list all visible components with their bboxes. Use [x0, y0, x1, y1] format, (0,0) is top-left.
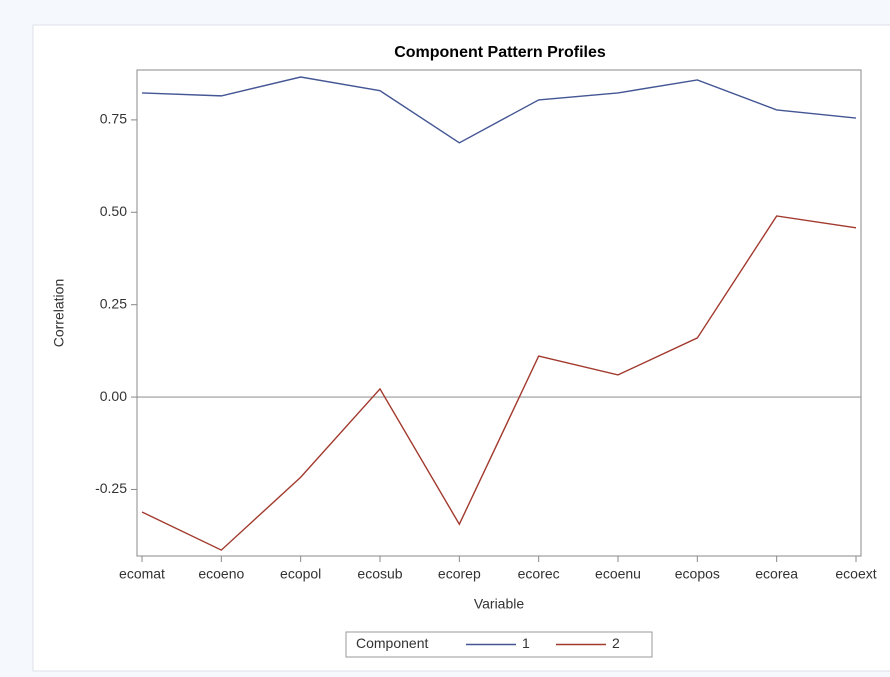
y-axis-label: Correlation — [51, 279, 67, 347]
panel — [32, 24, 890, 672]
x-axis-label: Variable — [474, 596, 525, 612]
x-tick-label: ecorec — [518, 566, 560, 582]
y-tick-label: 0.50 — [100, 203, 127, 219]
x-tick-label: ecomat — [119, 566, 165, 582]
legend-label: 2 — [612, 635, 620, 651]
legend-title: Component — [356, 635, 428, 651]
series-line — [141, 215, 857, 551]
x-tick-label: ecopos — [675, 566, 720, 582]
y-tick-label: 0.00 — [100, 388, 127, 404]
x-tick-label: ecorep — [438, 566, 481, 582]
chart-title: Component Pattern Profiles — [394, 44, 606, 61]
x-tick-label: ecoenu — [595, 566, 641, 582]
series-line — [141, 76, 857, 144]
x-tick-label: ecopol — [280, 566, 321, 582]
x-tick-label: ecoext — [835, 566, 876, 582]
x-tick-label: ecorea — [755, 566, 798, 582]
y-tick-label: 0.75 — [100, 111, 127, 127]
x-tick-label: ecoeno — [198, 566, 244, 582]
plot-frame — [136, 69, 862, 557]
y-tick-label: -0.25 — [95, 480, 127, 496]
legend-label: 1 — [522, 635, 530, 651]
y-tick-label: 0.25 — [100, 295, 127, 311]
x-tick-label: ecosub — [357, 566, 402, 582]
